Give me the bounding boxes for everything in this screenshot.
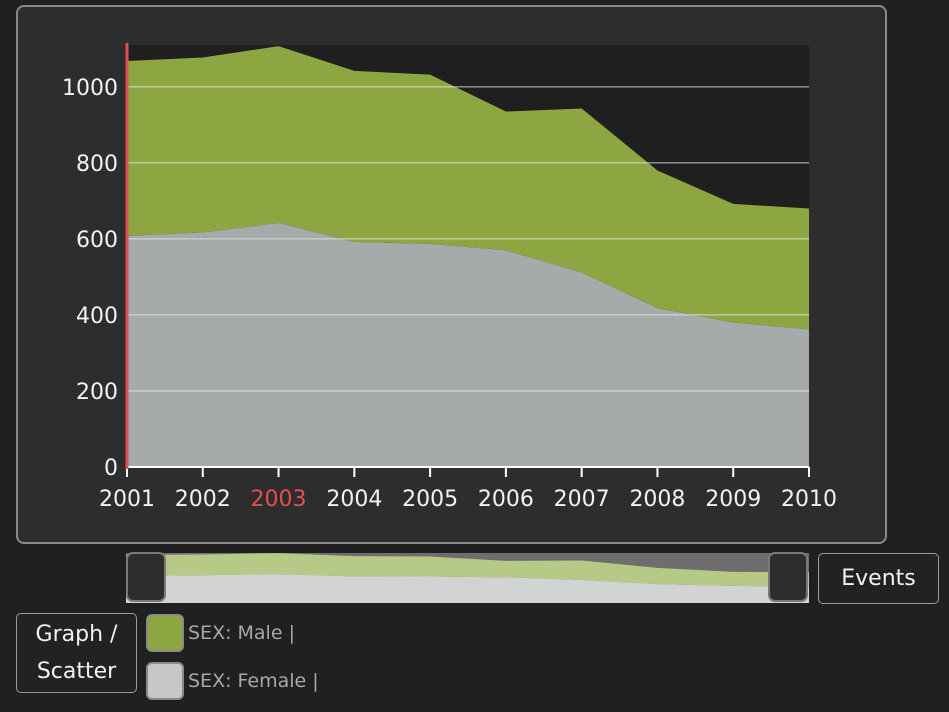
legend-item-female[interactable]: SEX: Female | bbox=[146, 660, 319, 702]
legend-swatch-female bbox=[146, 662, 184, 700]
range-navigator[interactable] bbox=[126, 552, 809, 604]
legend-item-male[interactable]: SEX: Male | bbox=[146, 612, 295, 654]
y-tick-label-2: 400 bbox=[76, 304, 118, 329]
x-tick-label-3: 2004 bbox=[326, 487, 382, 512]
navigator-area-1 bbox=[126, 553, 809, 587]
chart-panel: 0 200 400 600 800 1000 2001 2002 2003 2004 2005 200… bbox=[16, 5, 887, 544]
y-tick-label-3: 600 bbox=[76, 228, 118, 253]
navigator-left-handle[interactable] bbox=[126, 552, 166, 602]
navigator-area-0 bbox=[126, 574, 809, 603]
x-tick-label-4: 2005 bbox=[402, 487, 458, 512]
x-tick-label-6: 2007 bbox=[554, 487, 610, 512]
legend-label-female: SEX: Female | bbox=[188, 670, 319, 692]
x-tick-label-7: 2008 bbox=[629, 487, 685, 512]
y-tick-label-4: 800 bbox=[76, 152, 118, 177]
navigator-preview bbox=[126, 553, 809, 603]
graph-button-label-line2: Scatter bbox=[36, 659, 117, 684]
y-tick-label-1: 200 bbox=[76, 380, 118, 405]
x-tick-label-2: 2003 bbox=[251, 487, 307, 512]
x-tick-label-8: 2009 bbox=[705, 487, 761, 512]
area-series-1 bbox=[127, 46, 809, 330]
graph-scatter-toggle-button[interactable]: Graph / Scatter bbox=[16, 613, 137, 693]
x-tick-label-5: 2006 bbox=[478, 487, 534, 512]
y-tick-label-5: 1000 bbox=[62, 76, 118, 101]
x-tick-label-9: 2010 bbox=[781, 487, 837, 512]
area-series-0 bbox=[127, 222, 809, 467]
x-tick-label-1: 2002 bbox=[175, 487, 231, 512]
x-tick-label-0: 2001 bbox=[99, 487, 155, 512]
navigator-right-handle[interactable] bbox=[768, 552, 808, 602]
graph-button-label-line1: Graph / bbox=[35, 622, 118, 647]
legend-swatch-male bbox=[146, 614, 184, 652]
stacked-area-chart: 0 200 400 600 800 1000 2001 2002 2003 2004 2005 200… bbox=[62, 43, 837, 512]
events-button[interactable]: Events bbox=[818, 553, 939, 604]
legend-label-male: SEX: Male | bbox=[188, 622, 295, 644]
y-tick-label-0: 0 bbox=[104, 456, 118, 481]
